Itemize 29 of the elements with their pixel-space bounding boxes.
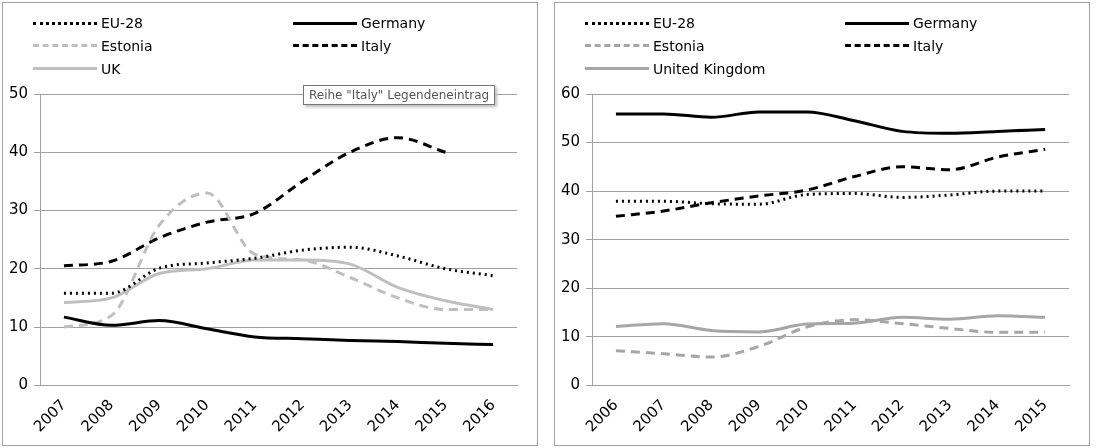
line-series — [614, 110, 1047, 135]
y-tick-label: 40 — [8, 142, 29, 161]
y-tick-label: 0 — [18, 375, 29, 394]
y-tick-label: 10 — [8, 316, 29, 335]
y-tick-label: 40 — [560, 180, 581, 199]
legend-label: Germany — [361, 15, 426, 32]
y-tick-label: 60 — [560, 83, 581, 102]
y-tick-label: 50 — [560, 132, 581, 151]
legend-label: Italy — [361, 37, 392, 54]
legend-label: EU-28 — [101, 15, 143, 32]
legend-label: UK — [101, 60, 121, 77]
line-series — [62, 315, 495, 346]
y-tick-label: 50 — [8, 83, 29, 102]
line-series — [614, 147, 1047, 218]
y-tick-label: 10 — [560, 326, 581, 345]
y-tick-label: 0 — [570, 375, 581, 394]
line-series — [62, 245, 495, 295]
y-tick-label: 30 — [560, 229, 581, 248]
line-series — [62, 136, 447, 268]
legend-label: Germany — [913, 15, 978, 32]
annotation: Reihe "Italy" Legendeneintrag — [303, 85, 496, 105]
legend-label: Italy — [913, 37, 944, 54]
y-tick-label: 20 — [8, 258, 29, 277]
legend-label: Estonia — [101, 37, 153, 54]
y-tick-label: 30 — [8, 200, 29, 219]
legend-label: United Kingdom — [653, 60, 766, 77]
legend-label: EU-28 — [653, 15, 695, 32]
legend-label: Estonia — [653, 37, 705, 54]
y-tick-label: 20 — [560, 278, 581, 297]
